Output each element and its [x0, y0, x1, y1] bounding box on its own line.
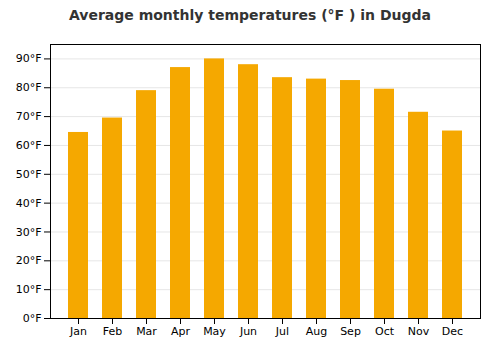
svg-text:90°F: 90°F	[16, 52, 42, 65]
svg-text:Apr: Apr	[171, 325, 191, 338]
svg-text:50°F: 50°F	[16, 168, 42, 181]
svg-text:Feb: Feb	[103, 325, 122, 338]
svg-text:Sep: Sep	[340, 325, 361, 338]
html-text:Average monthly temperatures (: Average monthly temperatures (°F ) in Du…	[69, 7, 431, 23]
svg-text:0°F: 0°F	[23, 312, 42, 325]
svg-text:70°F: 70°F	[16, 110, 42, 123]
svg-text:20°F: 20°F	[16, 254, 42, 267]
svg-text:10°F: 10°F	[16, 283, 42, 296]
svg-text:30°F: 30°F	[16, 225, 42, 238]
svg-text:Aug: Aug	[306, 325, 327, 338]
svg-text:May: May	[203, 325, 226, 338]
svg-text:40°F: 40°F	[16, 197, 42, 210]
svg-text:Nov: Nov	[408, 325, 430, 338]
svg-text:Mar: Mar	[136, 325, 157, 338]
svg-text:60°F: 60°F	[16, 139, 42, 152]
svg-text:Oct: Oct	[375, 325, 395, 338]
svg-text:Jan: Jan	[69, 325, 87, 338]
svg-text:80°F: 80°F	[16, 81, 42, 94]
svg-text:Jul: Jul	[275, 325, 289, 338]
svg-text:Dec: Dec	[442, 325, 463, 338]
svg-text:Jun: Jun	[239, 325, 257, 338]
